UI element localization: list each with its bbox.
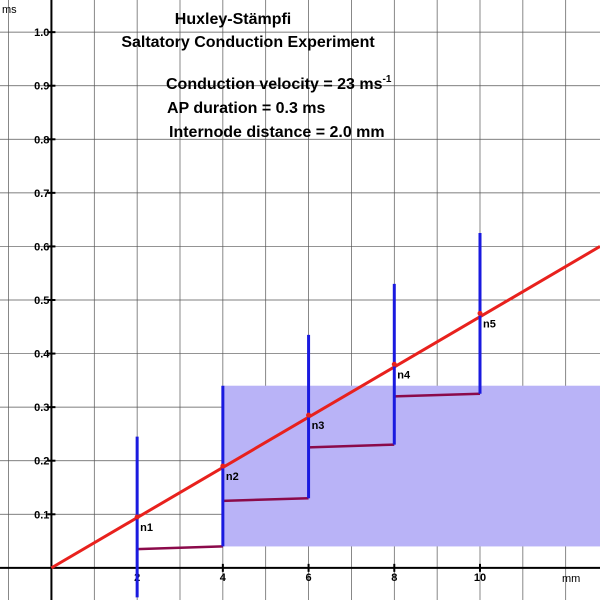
node-label: n5 xyxy=(483,318,496,330)
ap-duration-annotation: AP duration = 0.3 ms xyxy=(167,100,326,117)
x-tick-label: 4 xyxy=(220,572,227,584)
conduction-line xyxy=(50,245,600,570)
y-tick-label: 0.3 xyxy=(34,402,49,414)
node-point xyxy=(477,310,483,316)
node-spikes xyxy=(134,233,483,598)
node-point xyxy=(391,361,397,367)
node-label: n3 xyxy=(312,420,325,432)
y-axis-label: ms xyxy=(2,4,17,16)
y-tick-label: 1.0 xyxy=(34,27,49,39)
node-label: n2 xyxy=(226,471,239,483)
node-labels: n1 n2 n3 n4 n5 xyxy=(140,318,496,534)
x-tick-label: 6 xyxy=(306,572,312,584)
node-point xyxy=(220,463,226,469)
internode-segment xyxy=(308,443,395,449)
y-tick-label: 0.2 xyxy=(34,456,49,468)
velocity-text: Conduction velocity = 23 ms xyxy=(166,76,383,93)
chart-subtitle: Saltatory Conduction Experiment xyxy=(121,34,375,51)
internode-segment xyxy=(137,545,223,551)
internode-segment xyxy=(394,392,481,398)
y-tick-label: 0.9 xyxy=(34,81,49,93)
velocity-superscript: -1 xyxy=(383,74,392,85)
y-tick-label: 0.6 xyxy=(34,241,49,253)
chart-title: Huxley-Stämpfi xyxy=(175,11,291,28)
shaded-region xyxy=(222,385,600,547)
y-tick-label: 0.4 xyxy=(34,349,50,361)
y-tick-label: 0.5 xyxy=(34,295,49,307)
y-tick-label: 0.1 xyxy=(34,509,49,521)
node-label: n1 xyxy=(140,522,153,534)
internode-segments xyxy=(137,392,481,551)
node-point xyxy=(134,514,140,520)
node-label: n4 xyxy=(397,369,411,381)
x-axis-label: mm xyxy=(562,573,580,585)
x-tick-label: 10 xyxy=(474,572,486,584)
internode-annotation: Internode distance = 2.0 mm xyxy=(169,124,385,141)
x-tick-label: 8 xyxy=(391,572,397,584)
y-tick-label: 0.7 xyxy=(34,188,49,200)
node-point xyxy=(306,412,312,418)
internode-segment xyxy=(222,496,309,503)
velocity-annotation: Conduction velocity = 23 ms-1 xyxy=(166,74,392,93)
y-tick-label: 0.8 xyxy=(34,134,49,146)
